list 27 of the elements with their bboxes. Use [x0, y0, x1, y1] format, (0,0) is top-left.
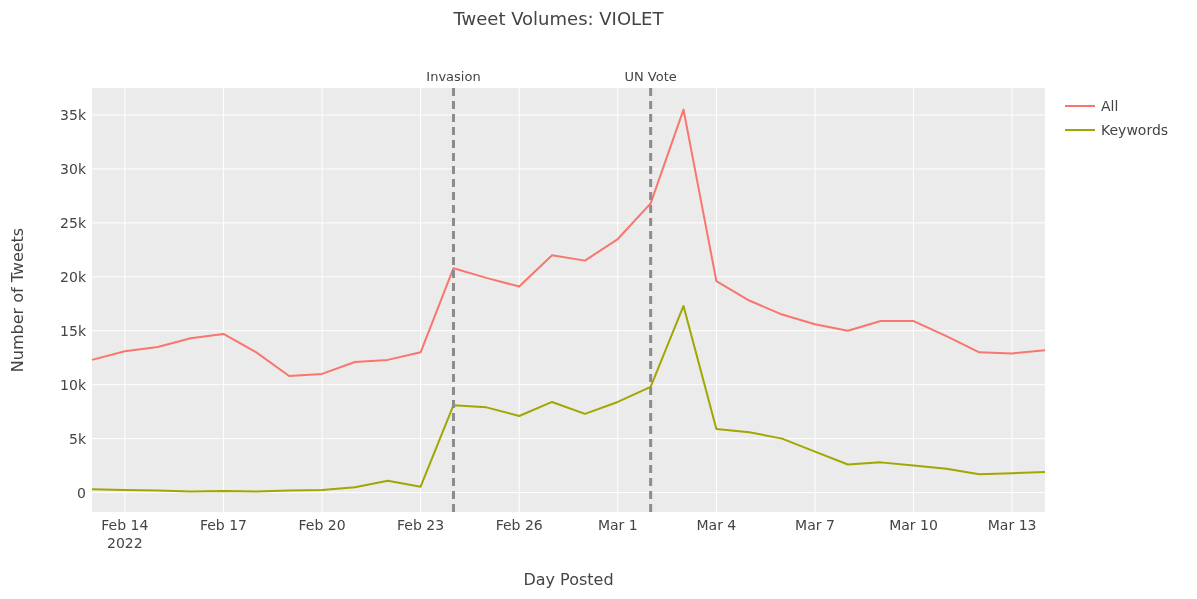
x-tick-label: Feb 23	[397, 517, 445, 533]
legend-label: Keywords	[1101, 122, 1169, 138]
x-tick-label: Feb 20	[298, 517, 346, 533]
y-tick-label: 10k	[60, 376, 87, 393]
y-tick-label: 15k	[60, 322, 87, 339]
y-axis-title: Number of Tweets	[8, 227, 27, 373]
ref-line-label: UN Vote	[624, 69, 677, 84]
x-axis-title: Day Posted	[523, 570, 614, 589]
line-series	[91, 304, 1046, 493]
ref-line-label: Invasion	[426, 69, 481, 84]
x-tick-label: Feb 14 2022	[101, 517, 149, 551]
line-series	[91, 108, 1046, 378]
x-tick-label: Feb 26	[495, 517, 543, 533]
x-tick-label: Mar 7	[795, 517, 835, 533]
y-tick-label: 20k	[60, 268, 87, 285]
x-tick-label: Feb 17	[199, 517, 247, 533]
y-tick-label: 0	[77, 484, 86, 501]
chart-title: Tweet Volumes: VIOLET	[452, 8, 665, 29]
y-tick-label: 35k	[60, 106, 87, 123]
y-tick-label: 25k	[60, 214, 87, 231]
y-tick-label: 30k	[60, 160, 87, 177]
x-tick-label: Mar 13	[987, 517, 1037, 533]
x-tick-label: Mar 1	[597, 517, 638, 533]
x-tick-label: Mar 4	[696, 517, 737, 533]
legend-label: All	[1101, 98, 1119, 114]
x-tick-label: Mar 10	[889, 517, 938, 533]
y-tick-label: 5k	[68, 430, 87, 447]
